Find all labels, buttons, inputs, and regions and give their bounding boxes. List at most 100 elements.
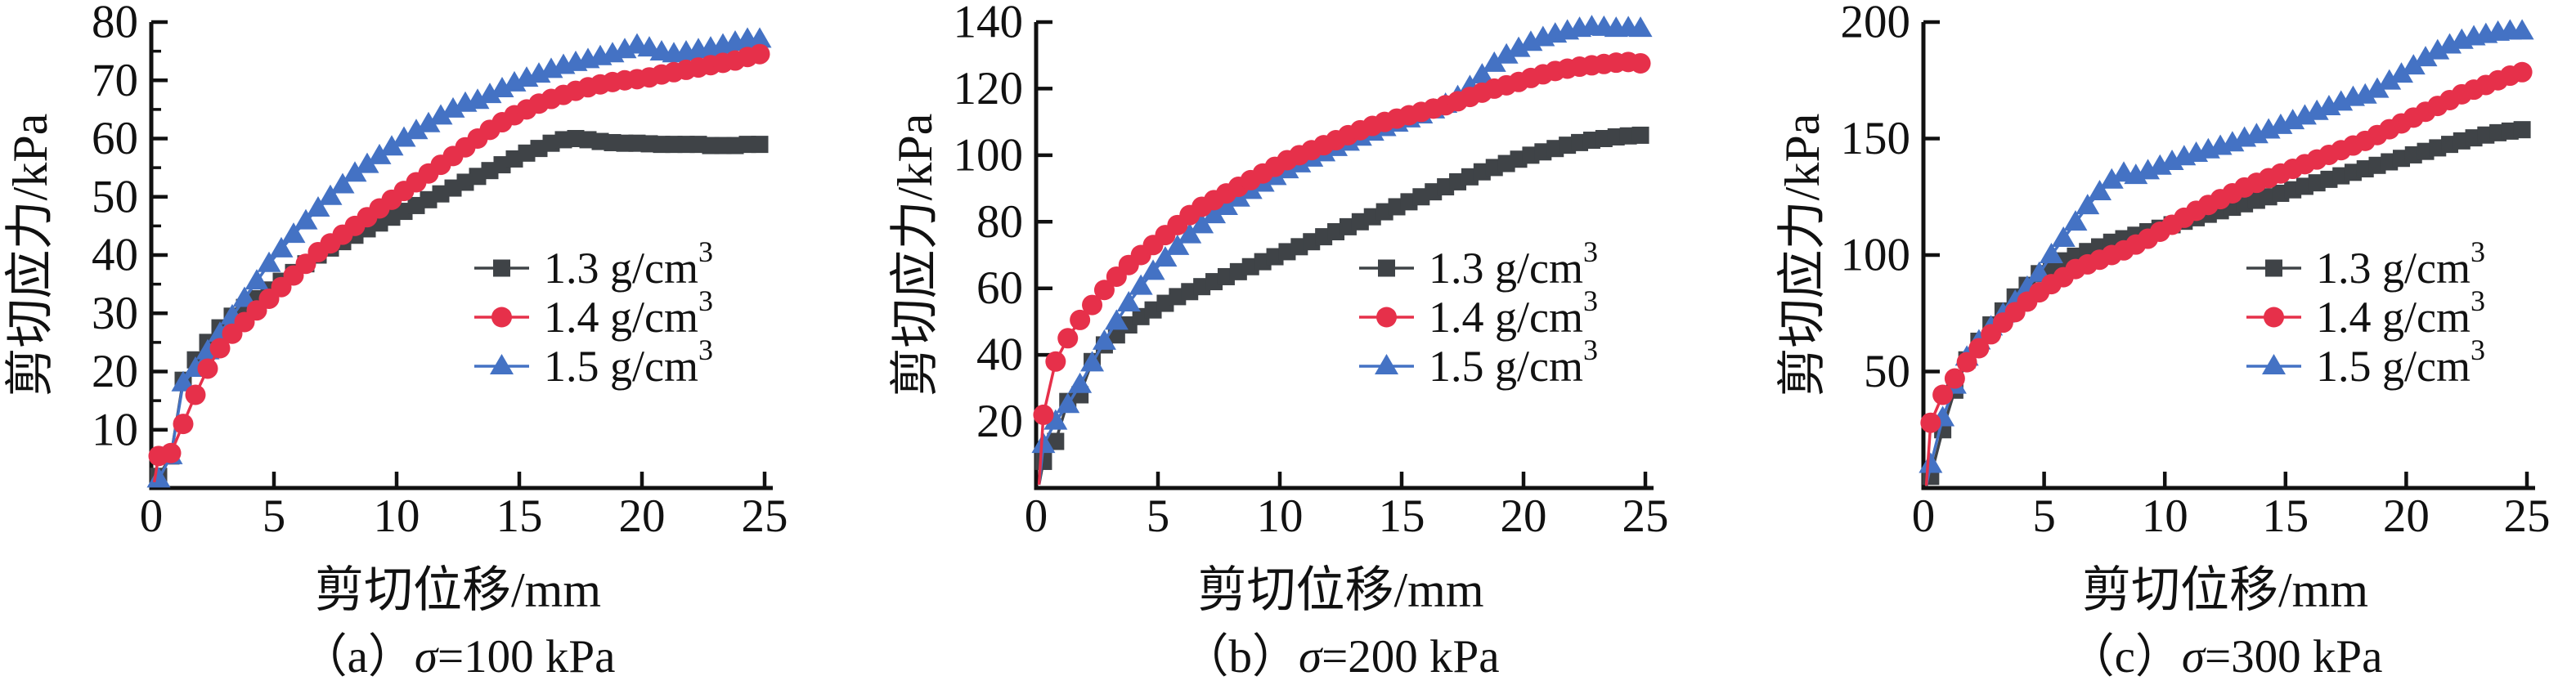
marker-triangle xyxy=(2510,19,2534,40)
marker-circle xyxy=(749,43,770,65)
y-tick-label: 50 xyxy=(1864,346,1910,397)
marker-triangle xyxy=(379,135,404,156)
marker-triangle xyxy=(232,286,257,307)
legend-label-1-5: 1.5 g/cm3 xyxy=(544,334,713,391)
marker-triangle xyxy=(392,126,416,147)
y-tick-label: 80 xyxy=(92,0,138,48)
y-tick-label: 50 xyxy=(92,171,138,222)
x-tick-label: 0 xyxy=(140,490,164,542)
legend-label-1-4: 1.4 g/cm3 xyxy=(544,284,713,342)
marker-triangle xyxy=(2365,77,2390,98)
marker-square xyxy=(751,136,769,154)
marker-triangle xyxy=(1116,291,1141,312)
series-1-4-markers xyxy=(1920,61,2533,433)
marker-triangle xyxy=(2389,62,2413,83)
marker-triangle xyxy=(306,196,330,217)
marker-square xyxy=(493,259,510,277)
x-tick-label: 20 xyxy=(2383,490,2430,542)
marker-triangle xyxy=(343,161,367,182)
x-tick-label: 15 xyxy=(1379,490,1425,542)
x-tick-label: 10 xyxy=(2142,490,2188,542)
series-1-4-markers xyxy=(148,43,770,467)
marker-triangle xyxy=(2377,69,2402,90)
x-tick-label: 15 xyxy=(2262,490,2309,542)
x-tick-label: 10 xyxy=(374,490,420,542)
marker-triangle xyxy=(2087,180,2112,201)
marker-square xyxy=(1378,259,1395,277)
marker-circle xyxy=(2264,307,2284,328)
marker-triangle xyxy=(1043,409,1068,430)
chart-b-sigma-200kpa: 20 40 60 80 100 120 140 0 5 10 15 20 25 1.3 g/cm3 1.4 … xyxy=(859,0,1717,694)
marker-square xyxy=(1047,432,1065,450)
marker-triangle xyxy=(1104,309,1129,330)
marker-triangle xyxy=(2063,210,2088,231)
marker-triangle xyxy=(1375,354,1398,374)
legend-item-1-5: 1.5 g/cm3 xyxy=(2246,334,2485,391)
marker-triangle xyxy=(2401,54,2426,75)
x-tick-label: 5 xyxy=(1147,490,1170,542)
marker-triangle xyxy=(1056,392,1080,414)
x-tick-label: 20 xyxy=(1501,490,1547,542)
x-tick-label: 25 xyxy=(1622,490,1669,542)
marker-circle xyxy=(1956,351,1977,373)
marker-circle xyxy=(1070,309,1091,330)
marker-triangle xyxy=(490,76,514,97)
marker-circle xyxy=(1968,338,1990,359)
marker-circle xyxy=(1057,328,1079,349)
marker-triangle xyxy=(1129,274,1153,295)
y-axis-title: 剪切应力/kPa xyxy=(1775,114,1829,397)
series-1-5-markers xyxy=(146,27,772,488)
x-tick-label: 20 xyxy=(619,490,666,542)
legend-item-1-5: 1.5 g/cm3 xyxy=(1359,334,1598,391)
marker-triangle xyxy=(747,27,772,48)
legend-label-1-4: 1.4 g/cm3 xyxy=(2316,284,2485,342)
legend-label-1-3: 1.3 g/cm3 xyxy=(1429,235,1598,293)
marker-triangle xyxy=(2426,38,2450,60)
marker-triangle xyxy=(2039,243,2063,263)
x-tick-label: 5 xyxy=(263,490,286,542)
y-tick-label: 150 xyxy=(1841,113,1911,164)
marker-triangle xyxy=(490,354,514,374)
marker-triangle xyxy=(1202,203,1227,224)
marker-triangle xyxy=(1506,36,1531,57)
y-tick-label: 40 xyxy=(92,230,138,281)
marker-square xyxy=(2513,121,2531,139)
y-tick-label: 10 xyxy=(92,404,138,455)
marker-circle xyxy=(1376,307,1397,328)
y-tick-label: 30 xyxy=(92,288,138,339)
marker-circle xyxy=(1033,404,1054,425)
marker-circle xyxy=(209,338,231,359)
marker-triangle xyxy=(404,119,429,140)
marker-circle xyxy=(173,414,194,435)
marker-triangle xyxy=(330,172,355,194)
y-tick-label: 60 xyxy=(92,113,138,164)
marker-triangle xyxy=(1068,372,1093,393)
marker-triangle xyxy=(2262,354,2286,374)
x-tick-label: 25 xyxy=(2504,490,2551,542)
marker-triangle xyxy=(1153,246,1178,267)
marker-circle xyxy=(197,358,218,379)
series-1-3-markers xyxy=(1034,126,1649,470)
y-tick-label: 20 xyxy=(976,396,1023,447)
legend-item-1-3: 1.3 g/cm3 xyxy=(474,235,713,293)
x-tick-label: 5 xyxy=(2032,490,2056,542)
y-axis-title: 剪切应力/kPa xyxy=(888,114,942,397)
x-axis-title: 剪切位移/mm xyxy=(315,563,601,617)
marker-triangle xyxy=(2051,226,2076,248)
marker-triangle xyxy=(441,96,465,118)
marker-triangle xyxy=(465,88,490,110)
marker-circle xyxy=(160,442,182,463)
y-tick-label: 120 xyxy=(954,63,1024,114)
series-1-4-markers xyxy=(1033,51,1651,425)
marker-circle xyxy=(185,384,206,405)
marker-triangle xyxy=(1919,452,1943,473)
marker-circle xyxy=(1932,384,1954,405)
marker-triangle xyxy=(1080,351,1105,372)
x-tick-label: 15 xyxy=(496,490,543,542)
y-tick-label: 80 xyxy=(976,196,1023,248)
legend-item-1-4: 1.4 g/cm3 xyxy=(474,284,713,342)
axis-spines xyxy=(149,22,773,490)
legend-label-1-3: 1.3 g/cm3 xyxy=(2316,235,2485,293)
